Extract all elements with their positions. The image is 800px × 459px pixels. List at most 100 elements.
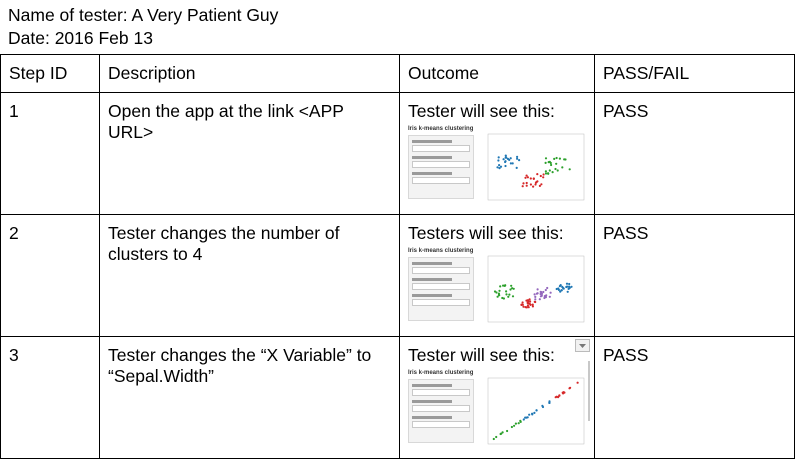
screenshot-point — [566, 290, 569, 293]
screenshot-point — [534, 298, 537, 301]
screenshot-point — [548, 169, 551, 172]
app-screenshot: Iris k-means clustering — [408, 126, 588, 214]
screenshot-point — [558, 157, 561, 160]
step-description: Tester changes the number of clusters to… — [99, 214, 400, 337]
screenshot-point — [544, 288, 547, 292]
step-result: PASS — [594, 92, 795, 215]
screenshot-point — [497, 159, 500, 162]
screenshot-point — [554, 167, 557, 171]
screenshot-point — [509, 288, 512, 291]
outcome-text: Tester will see this: — [408, 101, 555, 121]
screenshot-label — [412, 262, 452, 265]
screenshot-point — [502, 284, 505, 287]
screenshot-point — [544, 161, 547, 164]
outcome-text: Tester will see this: — [408, 345, 555, 365]
screenshot-sidebar-panel — [408, 135, 474, 199]
step-id: 3 — [0, 336, 100, 459]
screenshot-point — [526, 304, 529, 307]
screenshot-label — [412, 278, 452, 281]
screenshot-point — [546, 286, 549, 290]
image-options-button[interactable] — [575, 339, 590, 352]
screenshot-label — [412, 384, 452, 387]
step-description: Tester changes the “X Variable” to “Sepa… — [99, 336, 400, 459]
screenshot-point — [510, 284, 513, 287]
screenshot-point — [515, 166, 518, 169]
screenshot-point — [536, 173, 539, 176]
vertical-scrollbar[interactable] — [588, 361, 590, 421]
screenshot-point — [499, 285, 502, 288]
screenshot-point — [526, 176, 529, 179]
screenshot-point — [531, 303, 534, 306]
screenshot-point — [517, 422, 520, 425]
screenshot-point — [547, 161, 550, 164]
screenshot-point — [542, 176, 545, 179]
screenshot-point — [508, 158, 511, 161]
screenshot-point — [547, 172, 550, 175]
screenshot-point — [499, 165, 503, 168]
header-outcome: Outcome — [399, 54, 595, 93]
screenshot-point — [531, 413, 534, 416]
chevron-down-icon — [579, 344, 586, 348]
screenshot-point — [525, 306, 528, 309]
screenshot-field — [412, 283, 470, 290]
screenshot-point — [528, 302, 531, 305]
screenshot-point — [509, 162, 512, 165]
step-outcome: Tester will see this: Iris k-means clust… — [399, 92, 595, 215]
screenshot-point — [532, 185, 535, 188]
app-screenshot: Iris k-means clustering — [408, 370, 588, 458]
step-outcome: Testers will see this: Iris k-means clus… — [399, 214, 595, 337]
step-id: 1 — [0, 92, 100, 215]
screenshot-point — [528, 413, 531, 416]
screenshot-point — [496, 295, 499, 298]
screenshot-point — [525, 181, 528, 185]
screenshot-point — [505, 156, 508, 159]
screenshot-point — [544, 170, 547, 173]
screenshot-point — [504, 160, 507, 163]
test-steps-table: Step ID Description Outcome PASS/FAIL 1 … — [0, 54, 795, 459]
screenshot-point — [531, 305, 534, 308]
screenshot-point — [563, 158, 566, 161]
screenshot-point — [512, 287, 515, 290]
screenshot-point — [554, 396, 557, 399]
screenshot-point — [498, 289, 501, 292]
screenshot-point — [549, 161, 552, 165]
screenshot-point — [541, 405, 545, 409]
screenshot-point — [502, 158, 505, 161]
screenshot-point — [533, 411, 536, 414]
screenshot-point — [544, 157, 548, 160]
step-result: PASS — [594, 336, 795, 459]
screenshot-scatter-plot — [487, 377, 585, 445]
screenshot-point — [529, 183, 532, 186]
header-description: Description — [99, 54, 400, 93]
step-id: 2 — [0, 214, 100, 337]
screenshot-point — [511, 295, 515, 298]
screenshot-point — [527, 306, 530, 309]
screenshot-point — [539, 174, 542, 178]
screenshot-point — [529, 177, 532, 180]
screenshot-point — [544, 172, 548, 175]
screenshot-point — [568, 282, 571, 286]
screenshot-point — [558, 285, 561, 288]
screenshot-point — [540, 183, 543, 186]
screenshot-point — [521, 303, 524, 306]
screenshot-scatter-plot — [487, 133, 585, 201]
screenshot-point — [534, 183, 537, 186]
screenshot-point — [568, 387, 571, 390]
screenshot-point — [496, 166, 499, 169]
screenshot-point — [516, 155, 519, 158]
screenshot-point — [561, 166, 564, 169]
screenshot-point — [536, 288, 539, 291]
screenshot-point — [498, 294, 501, 297]
table-row: 3 Tester changes the “X Variable” to “Se… — [0, 336, 795, 459]
screenshot-point — [568, 286, 571, 289]
screenshot-point — [504, 164, 507, 168]
screenshot-point — [539, 290, 542, 293]
screenshot-point — [522, 182, 525, 185]
screenshot-point — [526, 416, 529, 419]
screenshot-point — [492, 437, 495, 441]
screenshot-point — [522, 305, 525, 308]
screenshot-label — [412, 156, 452, 159]
screenshot-point — [558, 394, 561, 397]
screenshot-app-title: Iris k-means clustering — [408, 248, 474, 254]
screenshot-point — [542, 290, 545, 294]
